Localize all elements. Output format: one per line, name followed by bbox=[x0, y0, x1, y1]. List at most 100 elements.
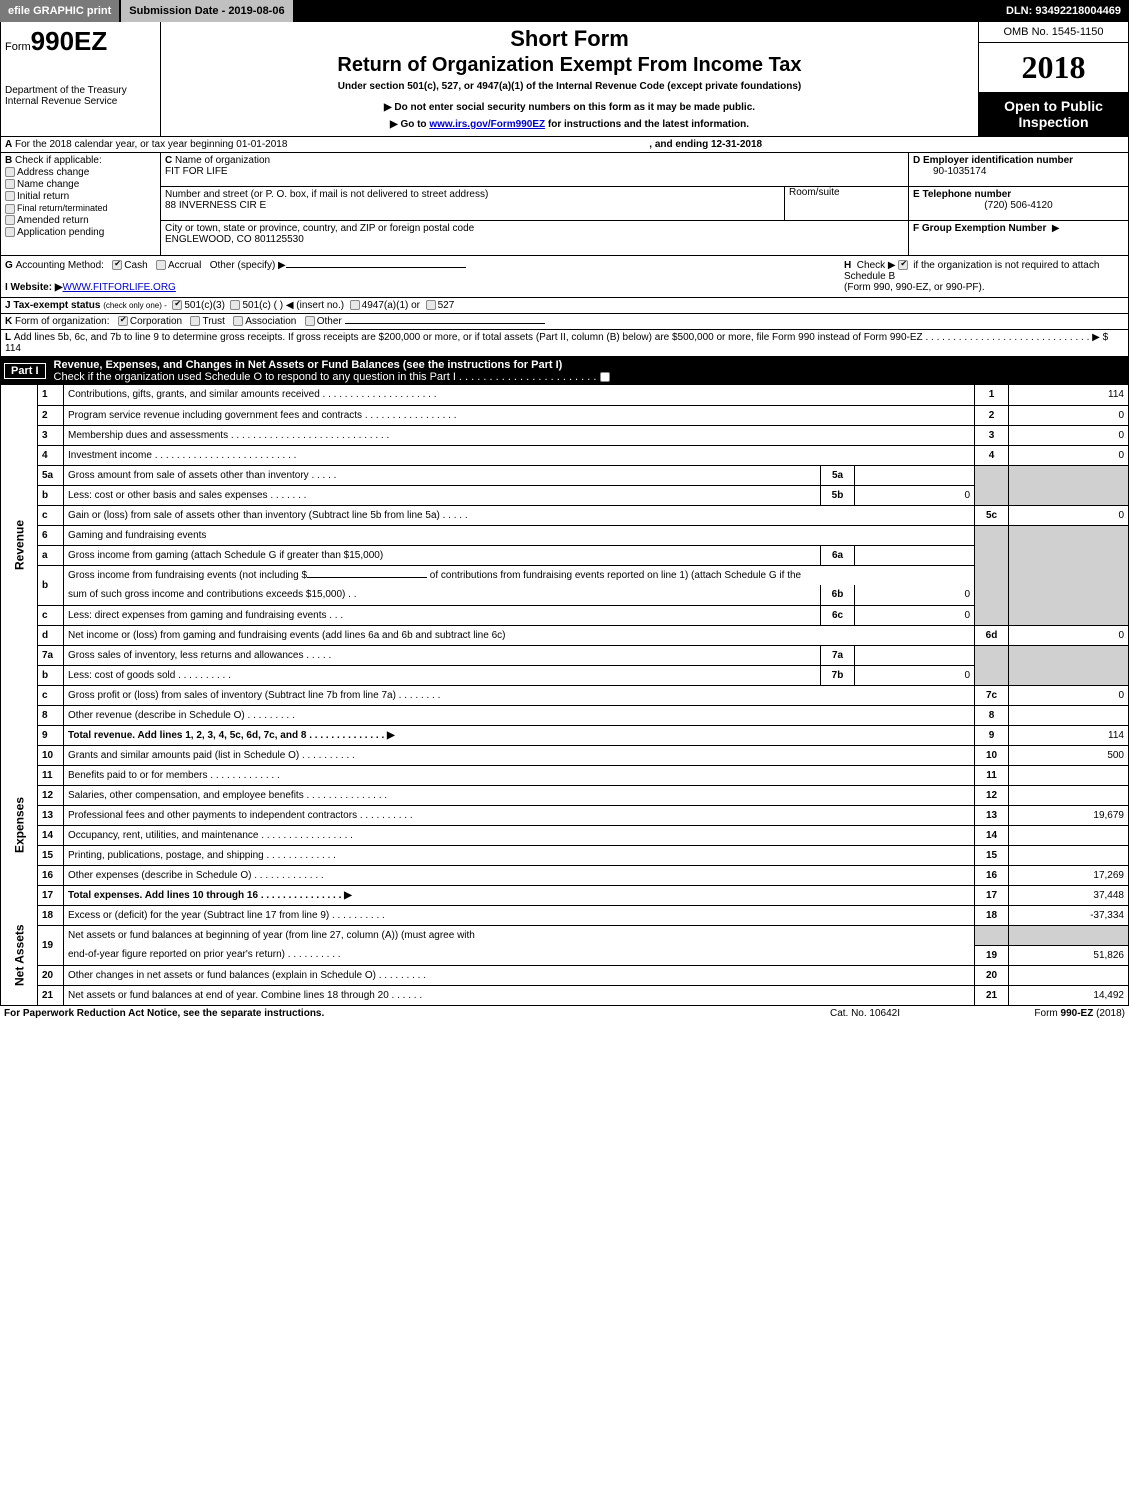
line4-rn: 4 bbox=[975, 445, 1009, 465]
row-l: L Add lines 5b, 6c, and 7b to line 9 to … bbox=[0, 330, 1129, 357]
tax-year-end: , and ending 12-31-2018 bbox=[649, 139, 762, 150]
other-org-input[interactable] bbox=[345, 323, 545, 324]
footer-cat: Cat. No. 10642I bbox=[765, 1008, 965, 1019]
line8-amt bbox=[1009, 705, 1129, 725]
other-input[interactable] bbox=[286, 267, 466, 268]
line11-amt bbox=[1009, 765, 1129, 785]
line6b-d2: of contributions from fundraising events… bbox=[430, 570, 801, 581]
chk-schedule-o[interactable] bbox=[600, 372, 610, 382]
row-a: A For the 2018 calendar year, or tax yea… bbox=[0, 137, 1129, 153]
line6b-desc3: sum of such gross income and contributio… bbox=[64, 585, 821, 605]
chk-association[interactable] bbox=[233, 316, 243, 326]
efile-print-button[interactable]: efile GRAPHIC print bbox=[0, 0, 121, 22]
open-line2: Inspection bbox=[985, 114, 1122, 130]
line2-desc: Program service revenue including govern… bbox=[64, 405, 975, 425]
line20-num: 20 bbox=[38, 965, 64, 985]
line6b-input[interactable] bbox=[307, 577, 427, 578]
chk-schedule-b[interactable] bbox=[898, 260, 908, 270]
website-link[interactable]: WWW.FITFORLIFE.ORG bbox=[63, 282, 176, 293]
chk-cash[interactable] bbox=[112, 260, 122, 270]
header-left: Form990EZ Department of the Treasury Int… bbox=[1, 22, 161, 136]
irs-label: Internal Revenue Service bbox=[5, 96, 156, 107]
line14-desc: Occupancy, rent, utilities, and maintena… bbox=[64, 825, 975, 845]
line19-rn: 19 bbox=[975, 945, 1009, 965]
chk-address-change[interactable]: Address change bbox=[5, 167, 156, 178]
line5a-sv bbox=[855, 465, 975, 485]
chk-4947[interactable] bbox=[350, 300, 360, 310]
line7a-sv bbox=[855, 645, 975, 665]
line7b-sv: 0 bbox=[855, 665, 975, 685]
label-h: H bbox=[844, 260, 851, 271]
line6a-num: a bbox=[38, 545, 64, 565]
chk-corporation[interactable] bbox=[118, 316, 128, 326]
group-exemption-label: F Group Exemption Number bbox=[913, 223, 1046, 234]
line9-num: 9 bbox=[38, 725, 64, 745]
line9-desc-text: Total revenue. Add lines 1, 2, 3, 4, 5c,… bbox=[68, 730, 395, 741]
part1-table: Revenue 1 Contributions, gifts, grants, … bbox=[0, 385, 1129, 1006]
chk-amended-return[interactable]: Amended return bbox=[5, 215, 156, 226]
line7c-num: c bbox=[38, 685, 64, 705]
chk-527[interactable] bbox=[426, 300, 436, 310]
omb-number: OMB No. 1545-1150 bbox=[979, 22, 1128, 43]
short-form-title: Short Form bbox=[165, 26, 974, 52]
form-of-org: Form of organization: bbox=[15, 316, 110, 327]
irs-link[interactable]: www.irs.gov/Form990EZ bbox=[429, 119, 545, 130]
phone-label: E Telephone number bbox=[913, 189, 1011, 200]
footer-left: For Paperwork Reduction Act Notice, see … bbox=[4, 1008, 765, 1019]
line9-rn: 9 bbox=[975, 725, 1009, 745]
chk-other-org[interactable] bbox=[305, 316, 315, 326]
submission-date: Submission Date - 2019-08-06 bbox=[121, 0, 292, 22]
footer-form: Form 990-EZ (2018) bbox=[965, 1008, 1125, 1019]
ein-label: D Employer identification number bbox=[913, 155, 1073, 166]
line1-amt: 114 bbox=[1009, 385, 1129, 405]
city-label: City or town, state or province, country… bbox=[165, 223, 474, 234]
chk-final-return[interactable]: Final return/terminated bbox=[5, 203, 156, 214]
line21-rn: 21 bbox=[975, 985, 1009, 1005]
line14-rn: 14 bbox=[975, 825, 1009, 845]
tax-year-begin: For the 2018 calendar year, or tax year … bbox=[15, 139, 287, 150]
line14-amt bbox=[1009, 825, 1129, 845]
chk-application-pending[interactable]: Application pending bbox=[5, 227, 156, 238]
line20-amt bbox=[1009, 965, 1129, 985]
chk-501c[interactable] bbox=[230, 300, 240, 310]
line18-rn: 18 bbox=[975, 905, 1009, 925]
line6-grey-amt bbox=[1009, 525, 1129, 625]
line19-num: 19 bbox=[38, 925, 64, 965]
phone-value: (720) 506-4120 bbox=[913, 200, 1124, 211]
h-check-text: Check ▶ bbox=[857, 260, 896, 271]
line6b-desc: Gross income from fundraising events (no… bbox=[64, 565, 975, 585]
street-label: Number and street (or P. O. box, if mail… bbox=[165, 189, 488, 200]
netassets-side-label: Net Assets bbox=[1, 905, 38, 1005]
chk-name-change[interactable]: Name change bbox=[5, 179, 156, 190]
col-c: C Name of organization FIT FOR LIFE Numb… bbox=[161, 153, 908, 255]
chk-accrual[interactable] bbox=[156, 260, 166, 270]
form-prefix: Form bbox=[5, 41, 31, 53]
chk-501c3[interactable] bbox=[172, 300, 182, 310]
chk-trust[interactable] bbox=[190, 316, 200, 326]
line4-amt: 0 bbox=[1009, 445, 1129, 465]
line6a-sn: 6a bbox=[821, 545, 855, 565]
line7a-num: 7a bbox=[38, 645, 64, 665]
line13-rn: 13 bbox=[975, 805, 1009, 825]
line19-grey bbox=[975, 925, 1009, 945]
row-j: J Tax-exempt status (check only one) - 5… bbox=[0, 298, 1129, 314]
corp-label: Corporation bbox=[130, 316, 182, 327]
open-to-public: Open to Public Inspection bbox=[979, 92, 1128, 136]
line6c-sn: 6c bbox=[821, 605, 855, 625]
line7b-desc: Less: cost of goods sold . . . . . . . .… bbox=[64, 665, 821, 685]
revenue-side-label: Revenue bbox=[1, 385, 38, 705]
label-b: B bbox=[5, 155, 12, 166]
ssn-note: ▶ Do not enter social security numbers o… bbox=[165, 102, 974, 113]
tax-year: 2018 bbox=[979, 43, 1128, 92]
line18-desc: Excess or (deficit) for the year (Subtra… bbox=[64, 905, 975, 925]
line17-desc: Total expenses. Add lines 10 through 16 … bbox=[64, 885, 975, 905]
part1-label: Part I bbox=[4, 363, 46, 379]
line16-desc: Other expenses (describe in Schedule O) … bbox=[64, 865, 975, 885]
form-number: 990EZ bbox=[31, 26, 108, 56]
check-applicable: Check if applicable: bbox=[15, 155, 102, 166]
trust-label: Trust bbox=[202, 316, 224, 327]
line7-grey bbox=[975, 645, 1009, 685]
h-form-list: (Form 990, 990-EZ, or 990-PF). bbox=[844, 282, 985, 293]
l-text: Add lines 5b, 6c, and 7b to line 9 to de… bbox=[14, 332, 923, 343]
chk-initial-return[interactable]: Initial return bbox=[5, 191, 156, 202]
